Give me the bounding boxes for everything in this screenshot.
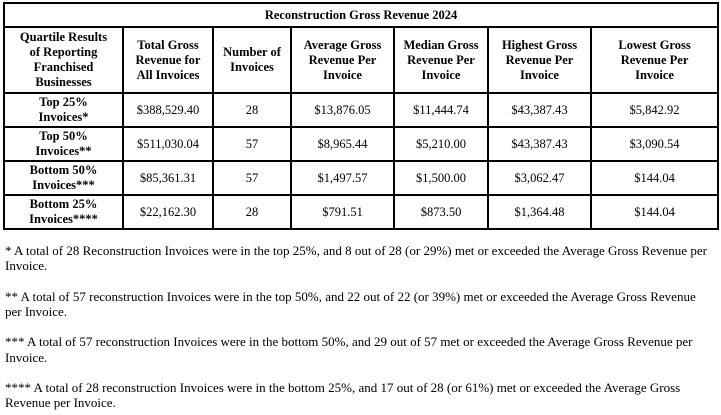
row-label-text: Bottom 25% Invoices**** (29, 197, 98, 226)
table-title: Reconstruction Gross Revenue 2024 (2, 2, 720, 28)
column-header-label: Lowest Gross Revenue Per Invoice (618, 37, 691, 82)
footnote-top-50: ** A total of 57 reconstruction Invoices… (5, 288, 696, 319)
cell-average-gross: $8,965.44 (290, 126, 395, 162)
column-header-highest-gross: Highest Gross Revenue Per Invoice (487, 26, 592, 94)
column-header-total-gross: Total Gross Revenue for All Invoices (122, 26, 214, 94)
cell-average-gross: $1,497.57 (290, 160, 395, 196)
cell-total-gross: $388,529.40 (122, 92, 214, 128)
cell-median-gross: $873.50 (393, 194, 489, 230)
column-header-number-invoices: Number of Invoices (212, 26, 292, 94)
column-header-median-gross: Median Gross Revenue Per Invoice (393, 26, 489, 94)
row-label: Bottom 25% Invoices**** (3, 194, 124, 230)
cell-median-gross: $5,210.00 (393, 126, 489, 162)
cell-highest-gross: $3,062.47 (487, 160, 592, 196)
cell-lowest-gross: $144.04 (589, 160, 720, 196)
cell-highest-gross: $1,364.48 (487, 194, 592, 230)
row-label-text: Top 50% Invoices** (35, 129, 92, 158)
cell-number-invoices: 28 (212, 194, 292, 230)
revenue-table: Reconstruction Gross Revenue 2024 Quarti… (2, 2, 720, 230)
cell-lowest-gross: $5,842.92 (589, 92, 720, 128)
cell-median-gross: $1,500.00 (393, 160, 489, 196)
column-header-label: Highest Gross Revenue Per Invoice (501, 37, 578, 82)
cell-total-gross: $85,361.31 (122, 160, 214, 196)
column-header-label: Average Gross Revenue Per Invoice (303, 37, 382, 82)
footnote-top-25: * A total of 28 Reconstruction Invoices … (5, 243, 707, 274)
table-row-top-50: Top 50% Invoices** $511,030.04 57 $8,965… (3, 126, 720, 162)
row-label-text: Top 25% Invoices* (38, 95, 89, 124)
cell-number-invoices: 57 (212, 160, 292, 196)
row-label: Bottom 50% Invoices*** (3, 160, 124, 196)
column-header-label: Total Gross Revenue for All Invoices (135, 37, 201, 82)
cell-lowest-gross: $3,090.54 (589, 126, 720, 162)
cell-median-gross: $11,444.74 (393, 92, 489, 128)
cell-highest-gross: $43,387.43 (487, 92, 592, 128)
table-title-row: Reconstruction Gross Revenue 2024 (2, 2, 720, 28)
cell-lowest-gross: $144.04 (589, 194, 720, 230)
cell-highest-gross: $43,387.43 (487, 126, 592, 162)
column-header-quartile: Quartile Results of Reporting Franchised… (3, 26, 124, 94)
footnote-bottom-25: **** A total of 28 reconstruction Invoic… (5, 379, 681, 411)
column-header-lowest-gross: Lowest Gross Revenue Per Invoice (589, 26, 720, 94)
row-label: Top 25% Invoices* (3, 92, 124, 128)
cell-number-invoices: 28 (212, 92, 292, 128)
cell-total-gross: $511,030.04 (122, 126, 214, 162)
table-row-top-25: Top 25% Invoices* $388,529.40 28 $13,876… (3, 92, 720, 128)
table-row-bottom-50: Bottom 50% Invoices*** $85,361.31 57 $1,… (3, 160, 720, 196)
table-row-bottom-25: Bottom 25% Invoices**** $22,162.30 28 $7… (3, 194, 720, 230)
row-label: Top 50% Invoices** (3, 126, 124, 162)
cell-number-invoices: 57 (212, 126, 292, 162)
column-header-label: Median Gross Revenue Per Invoice (403, 37, 479, 82)
table-header-row: Quartile Results of Reporting Franchised… (3, 26, 720, 94)
footnote-bottom-50: *** A total of 57 reconstruction Invoice… (5, 334, 693, 365)
cell-average-gross: $13,876.05 (290, 92, 395, 128)
column-header-label: Quartile Results of Reporting Franchised… (19, 30, 108, 89)
column-header-label: Number of Invoices (223, 45, 281, 74)
cell-total-gross: $22,162.30 (122, 194, 214, 230)
row-label-text: Bottom 50% Invoices*** (29, 163, 98, 192)
column-header-average-gross: Average Gross Revenue Per Invoice (290, 26, 395, 94)
footnotes-section: * A total of 28 Reconstruction Invoices … (3, 243, 715, 411)
cell-average-gross: $791.51 (290, 194, 395, 230)
